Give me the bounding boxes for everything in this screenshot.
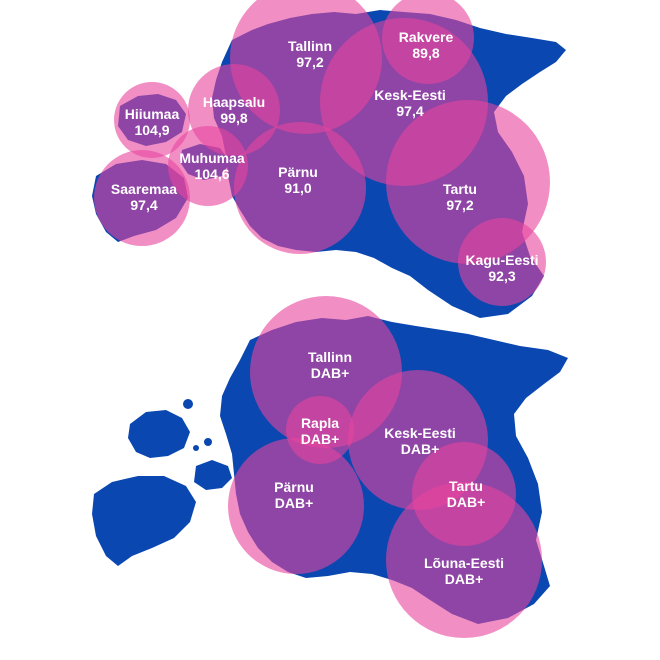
- station-name: Kagu-Eesti: [465, 252, 538, 268]
- station-name: Pärnu: [274, 479, 314, 495]
- label-louna-eesti: Lõuna-Eesti DAB+: [424, 555, 504, 587]
- station-name: Pärnu: [278, 164, 318, 180]
- station-frequency: 99,8: [220, 110, 247, 126]
- coverage-circle-kagu-eesti: [458, 218, 546, 306]
- label-saaremaa: Saaremaa 97,4: [111, 181, 177, 213]
- coverage-circle-parnu: [228, 438, 364, 574]
- station-type: DAB+: [447, 494, 486, 510]
- fm-labels: Tallinn 97,2 Rakvere 89,8 Haapsalu 99,8 …: [111, 29, 539, 284]
- station-name: Tartu: [443, 181, 477, 197]
- label-kesk-eesti: Kesk-Eesti DAB+: [384, 425, 456, 457]
- hiiumaa-island: [128, 410, 190, 458]
- station-name: Tartu: [449, 478, 483, 494]
- station-frequency: 97,4: [396, 103, 423, 119]
- islet: [193, 445, 199, 451]
- station-name: Haapsalu: [203, 94, 265, 110]
- islet: [204, 438, 212, 446]
- label-parnu: Pärnu 91,0: [278, 164, 318, 196]
- station-name: Muhumaa: [179, 150, 245, 166]
- label-tartu: Tartu DAB+: [447, 478, 486, 510]
- label-rapla: Rapla DAB+: [301, 415, 340, 447]
- station-type: DAB+: [445, 571, 484, 587]
- station-name: Kesk-Eesti: [384, 425, 456, 441]
- station-frequency: 91,0: [284, 180, 311, 196]
- dab-labels: Tallinn DAB+ Rapla DAB+ Kesk-Eesti DAB+ …: [274, 349, 504, 587]
- station-name: Hiiumaa: [125, 106, 180, 122]
- station-name: Lõuna-Eesti: [424, 555, 504, 571]
- dab-coverage-circles: [228, 296, 542, 638]
- label-rakvere: Rakvere 89,8: [399, 29, 454, 61]
- station-frequency: 97,4: [130, 197, 157, 213]
- label-parnu: Pärnu DAB+: [274, 479, 314, 511]
- label-hiiumaa: Hiiumaa 104,9: [125, 106, 180, 138]
- station-name: Rapla: [301, 415, 339, 431]
- station-type: DAB+: [301, 431, 340, 447]
- islet: [183, 399, 193, 409]
- station-name: Rakvere: [399, 29, 454, 45]
- station-name: Saaremaa: [111, 181, 177, 197]
- coverage-circle-parnu: [234, 122, 366, 254]
- dab-coverage-map: Tallinn DAB+ Rapla DAB+ Kesk-Eesti DAB+ …: [92, 296, 568, 638]
- station-name: Tallinn: [308, 349, 352, 365]
- label-tallinn: Tallinn DAB+: [308, 349, 352, 381]
- coverage-circle-saaremaa: [94, 150, 190, 246]
- label-kagu-eesti: Kagu-Eesti 92,3: [465, 252, 538, 284]
- station-frequency: 104,6: [194, 166, 229, 182]
- station-type: DAB+: [311, 365, 350, 381]
- label-haapsalu: Haapsalu 99,8: [203, 94, 265, 126]
- station-name: Tallinn: [288, 38, 332, 54]
- station-frequency: 97,2: [446, 197, 473, 213]
- coverage-circle-hiiumaa: [114, 82, 190, 158]
- muhumaa-island: [194, 460, 232, 490]
- label-kesk-eesti: Kesk-Eesti 97,4: [374, 87, 446, 119]
- station-type: DAB+: [401, 441, 440, 457]
- saaremaa-island: [92, 476, 196, 566]
- label-tallinn: Tallinn 97,2: [288, 38, 332, 70]
- station-type: DAB+: [275, 495, 314, 511]
- station-frequency: 97,2: [296, 54, 323, 70]
- fm-coverage-map: Tallinn 97,2 Rakvere 89,8 Haapsalu 99,8 …: [92, 0, 566, 318]
- label-muhumaa: Muhumaa 104,6: [179, 150, 245, 182]
- label-tartu: Tartu 97,2: [443, 181, 477, 213]
- fm-coverage-circles: [94, 0, 550, 306]
- station-frequency: 92,3: [488, 268, 515, 284]
- station-name: Kesk-Eesti: [374, 87, 446, 103]
- station-frequency: 89,8: [412, 45, 439, 61]
- station-frequency: 104,9: [134, 122, 169, 138]
- coverage-circle-louna-eesti: [386, 482, 542, 638]
